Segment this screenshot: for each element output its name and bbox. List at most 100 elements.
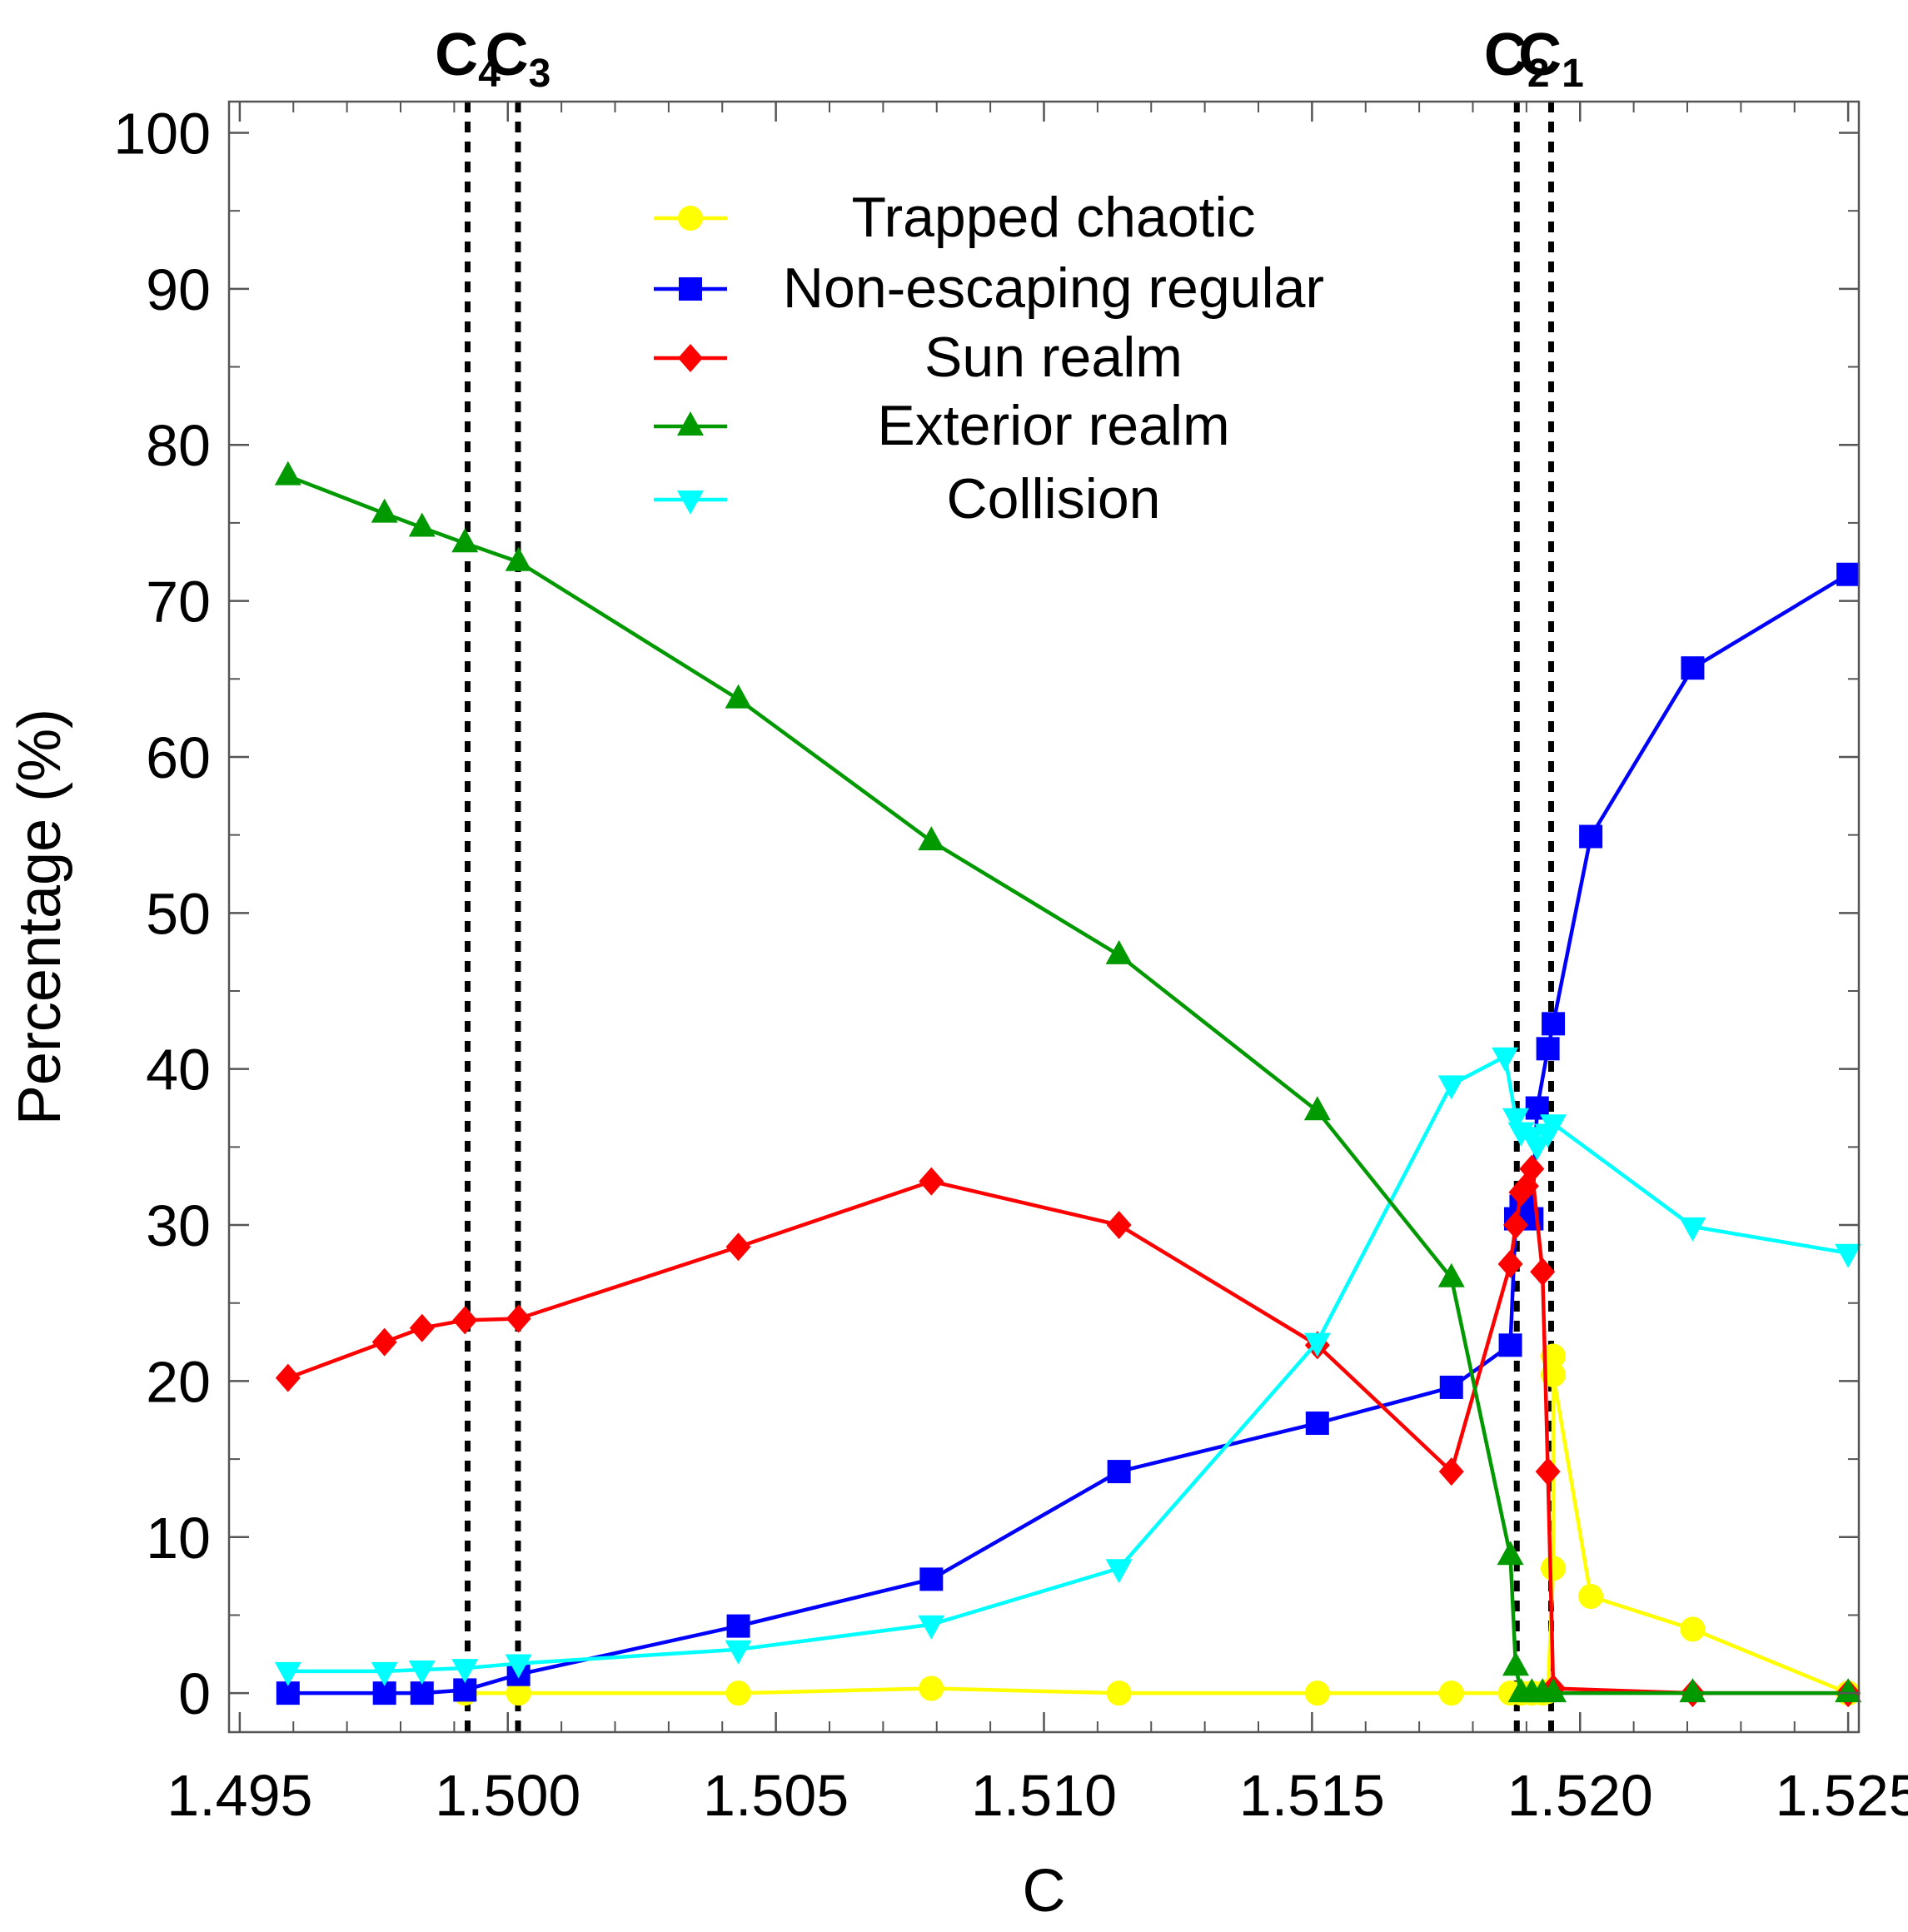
y-axis-title: Percentage (%) — [7, 709, 73, 1125]
vertical-line-label-sub: 2 — [1527, 52, 1550, 96]
data-point-exterior-realm — [1540, 1678, 1567, 1703]
data-point-non-escaping-regular — [1681, 656, 1705, 680]
data-point-non-escaping-regular — [1305, 1412, 1329, 1436]
x-tick-label: 1.515 — [1239, 1763, 1385, 1828]
data-point-exterior-realm — [1835, 1678, 1862, 1703]
data-point-sun-realm — [919, 1167, 944, 1196]
data-point-collision — [725, 1640, 752, 1665]
data-point-exterior-realm — [1679, 1678, 1706, 1703]
data-point-non-escaping-regular — [726, 1614, 750, 1638]
data-point-sun-realm — [1497, 1249, 1523, 1278]
data-point-non-escaping-regular — [1542, 1012, 1566, 1036]
legend-label: Trapped chaotic — [851, 186, 1255, 249]
vertical-line-label-main: C — [435, 22, 478, 88]
legend-marker-trapped-chaotic — [678, 206, 703, 231]
data-point-non-escaping-regular — [919, 1567, 944, 1591]
y-tick-label: 10 — [146, 1506, 211, 1571]
data-point-non-escaping-regular — [1579, 824, 1603, 849]
x-tick-label: 1.510 — [971, 1763, 1117, 1828]
data-point-exterior-realm — [1437, 1262, 1465, 1287]
data-point-exterior-realm — [1303, 1096, 1331, 1121]
y-tick-label: 20 — [146, 1349, 211, 1414]
data-point-trapped-chaotic — [1106, 1681, 1132, 1706]
legend-marker-exterior-realm — [677, 411, 704, 436]
vertical-line-label: C1 — [1518, 22, 1584, 96]
data-point-collision — [408, 1661, 436, 1686]
vertical-line-label-main: C — [1484, 22, 1527, 88]
data-point-trapped-chaotic — [1541, 1556, 1567, 1581]
data-point-exterior-realm — [918, 826, 945, 851]
data-point-sun-realm — [1106, 1211, 1132, 1240]
data-point-collision — [1492, 1047, 1519, 1072]
data-point-exterior-realm — [371, 498, 398, 523]
data-point-collision — [1437, 1075, 1465, 1100]
vertical-line-label-sub: 4 — [478, 52, 501, 96]
x-axis-title: C — [1023, 1858, 1066, 1925]
legend-label: Exterior realm — [877, 394, 1229, 457]
series-exterior-realm — [274, 461, 1862, 1703]
data-point-trapped-chaotic — [1578, 1583, 1604, 1609]
data-point-collision — [1835, 1243, 1862, 1268]
x-tick-label: 1.525 — [1776, 1763, 1908, 1828]
vertical-line-label: C4 — [435, 22, 501, 96]
data-point-non-escaping-regular — [1107, 1460, 1131, 1484]
data-point-non-escaping-regular — [410, 1681, 434, 1705]
x-tick-label: 1.500 — [435, 1763, 580, 1828]
data-point-collision — [1105, 1559, 1133, 1584]
y-tick-label: 30 — [146, 1193, 211, 1258]
data-point-sun-realm — [1438, 1457, 1464, 1486]
y-tick-label: 40 — [146, 1038, 211, 1103]
x-tick-label: 1.495 — [167, 1763, 312, 1828]
data-point-exterior-realm — [1497, 1541, 1524, 1566]
vertical-line-label: C2 — [1484, 22, 1550, 96]
x-tick-labels: 1.495 1.500 1.505 1.510 1.515 1.520 1.525 — [167, 1763, 1908, 1828]
data-point-exterior-realm — [274, 461, 301, 485]
data-point-sun-realm — [409, 1313, 435, 1342]
data-point-trapped-chaotic — [919, 1676, 944, 1701]
data-point-sun-realm — [1535, 1457, 1561, 1486]
data-point-exterior-realm — [725, 684, 752, 709]
vertical-line-label-sub: 3 — [529, 52, 551, 96]
data-point-exterior-realm — [1105, 939, 1133, 964]
y-tick-label: 70 — [146, 570, 211, 635]
data-point-trapped-chaotic — [1438, 1681, 1464, 1706]
series-collision — [274, 1047, 1862, 1686]
data-point-sun-realm — [371, 1327, 397, 1357]
vertical-line-label: C3 — [486, 22, 551, 96]
vertical-line-label-sub: 1 — [1562, 52, 1584, 96]
y-tick-label: 100 — [113, 101, 211, 166]
data-point-trapped-chaotic — [1304, 1681, 1330, 1706]
data-point-sun-realm — [725, 1232, 751, 1262]
data-point-collision — [451, 1659, 479, 1684]
vertical-line-label-main: C — [1518, 22, 1562, 88]
data-point-collision — [371, 1661, 398, 1686]
data-point-sun-realm — [1519, 1154, 1545, 1183]
data-point-non-escaping-regular — [1439, 1375, 1463, 1399]
data-point-collision — [1523, 1136, 1551, 1161]
data-point-sun-realm — [275, 1363, 301, 1392]
data-point-non-escaping-regular — [1536, 1037, 1560, 1061]
axis-ticks — [229, 102, 1859, 1732]
legend-label: Collision — [947, 467, 1161, 530]
data-point-collision — [1679, 1217, 1706, 1242]
legend-marker-collision — [677, 490, 704, 515]
data-point-trapped-chaotic — [1541, 1343, 1567, 1369]
data-point-exterior-realm — [451, 528, 479, 553]
data-point-sun-realm — [1530, 1257, 1556, 1287]
vertical-line-label-main: C — [486, 22, 529, 88]
x-tick-label: 1.505 — [703, 1763, 849, 1828]
data-point-exterior-realm — [408, 512, 436, 537]
data-point-trapped-chaotic — [1680, 1616, 1706, 1642]
data-point-sun-realm — [1503, 1211, 1528, 1240]
data-point-collision — [1303, 1332, 1331, 1357]
data-point-collision — [274, 1661, 301, 1686]
data-point-exterior-realm — [1502, 1651, 1529, 1676]
legend-marker-non-escaping-regular — [679, 277, 702, 301]
data-point-trapped-chaotic — [506, 1681, 531, 1706]
y-tick-label: 60 — [146, 725, 211, 790]
data-point-collision — [1540, 1114, 1567, 1139]
y-tick-labels: 0 10 20 30 40 50 60 70 80 90 100 — [113, 101, 211, 1726]
